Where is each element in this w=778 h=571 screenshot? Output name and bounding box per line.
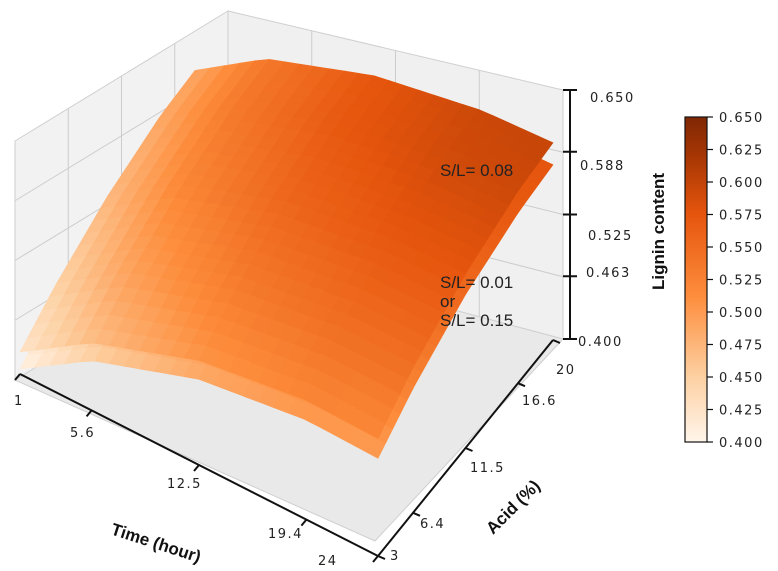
y-tick [552,339,561,344]
annotation-sl-015: S/L= 0.15 [440,311,513,330]
z-tick-label: 0.650 [590,91,635,106]
z-tick-label: 0.525 [588,229,633,244]
x-tick-labels: 1 5.6 12.5 19.4 24 [14,394,338,569]
colorbar-tick-label: 0.550 [719,241,764,256]
x-tick [300,518,308,527]
surfaces [19,59,554,459]
y-tick [465,447,473,452]
colorbar-tick-label: 0.625 [719,144,764,159]
tick-marks [14,89,577,563]
z-tick-label: 0.463 [586,266,631,281]
z-tick-label: 0.588 [580,159,625,174]
y-tick-label: 11.5 [470,461,505,476]
surface-patch [362,435,386,459]
surface-series [19,59,554,439]
annotation-or: or [440,292,455,311]
colorbar: 0.650 0.625 0.600 0.575 0.550 0.525 0.500 0.475… [684,111,764,451]
z-tick-labels: 0.650 0.588 0.525 0.463 0.400 [578,91,635,350]
colorbar-tick-label: 0.475 [719,339,764,354]
y-tick-label: 16.6 [522,394,557,409]
y-tick-labels: 3 6.4 11.5 16.6 20 [390,363,576,564]
colorbar-tick-label: 0.450 [719,371,764,386]
x-axis-title: Time (hour) [109,520,203,567]
y-tick [517,382,526,388]
annotation-sl-001: S/L= 0.01 [440,273,513,292]
y-tick-label: 3 [390,549,400,564]
y-axis-title: Acid (%) [482,476,544,538]
x-tick-label: 19.4 [268,527,303,542]
x-tick [14,373,21,381]
y-tick-label: 6.4 [420,517,445,532]
z-axis-title: Lignin content [649,173,668,290]
colorbar-ticks: 0.650 0.625 0.600 0.575 0.550 0.525 0.500 0.475… [707,111,764,451]
x-tick-label: 12.5 [167,477,202,492]
colorbar-tick-label: 0.525 [719,274,764,289]
colorbar-tick-label: 0.400 [719,436,764,451]
x-tick [193,464,200,472]
x-tick-label: 24 [318,554,338,569]
colorbar-tick-label: 0.500 [719,306,764,321]
x-tick-label: 5.6 [70,426,95,441]
surface-patch [362,415,386,439]
colorbar-tick-label: 0.425 [719,404,764,419]
colorbar-gradient [684,116,708,443]
annotation-sl-008: S/L= 0.08 [440,161,513,180]
x-tick-label: 1 [14,394,24,409]
y-tick-label: 20 [556,363,576,378]
x-tick [372,555,379,563]
x-tick [85,409,93,418]
z-tick-label: 0.400 [578,335,623,350]
colorbar-tick-label: 0.650 [719,111,764,126]
y-tick [377,555,386,560]
y-tick [412,511,421,517]
colorbar-tick-label: 0.575 [719,209,764,224]
colorbar-tick-label: 0.600 [719,176,764,191]
